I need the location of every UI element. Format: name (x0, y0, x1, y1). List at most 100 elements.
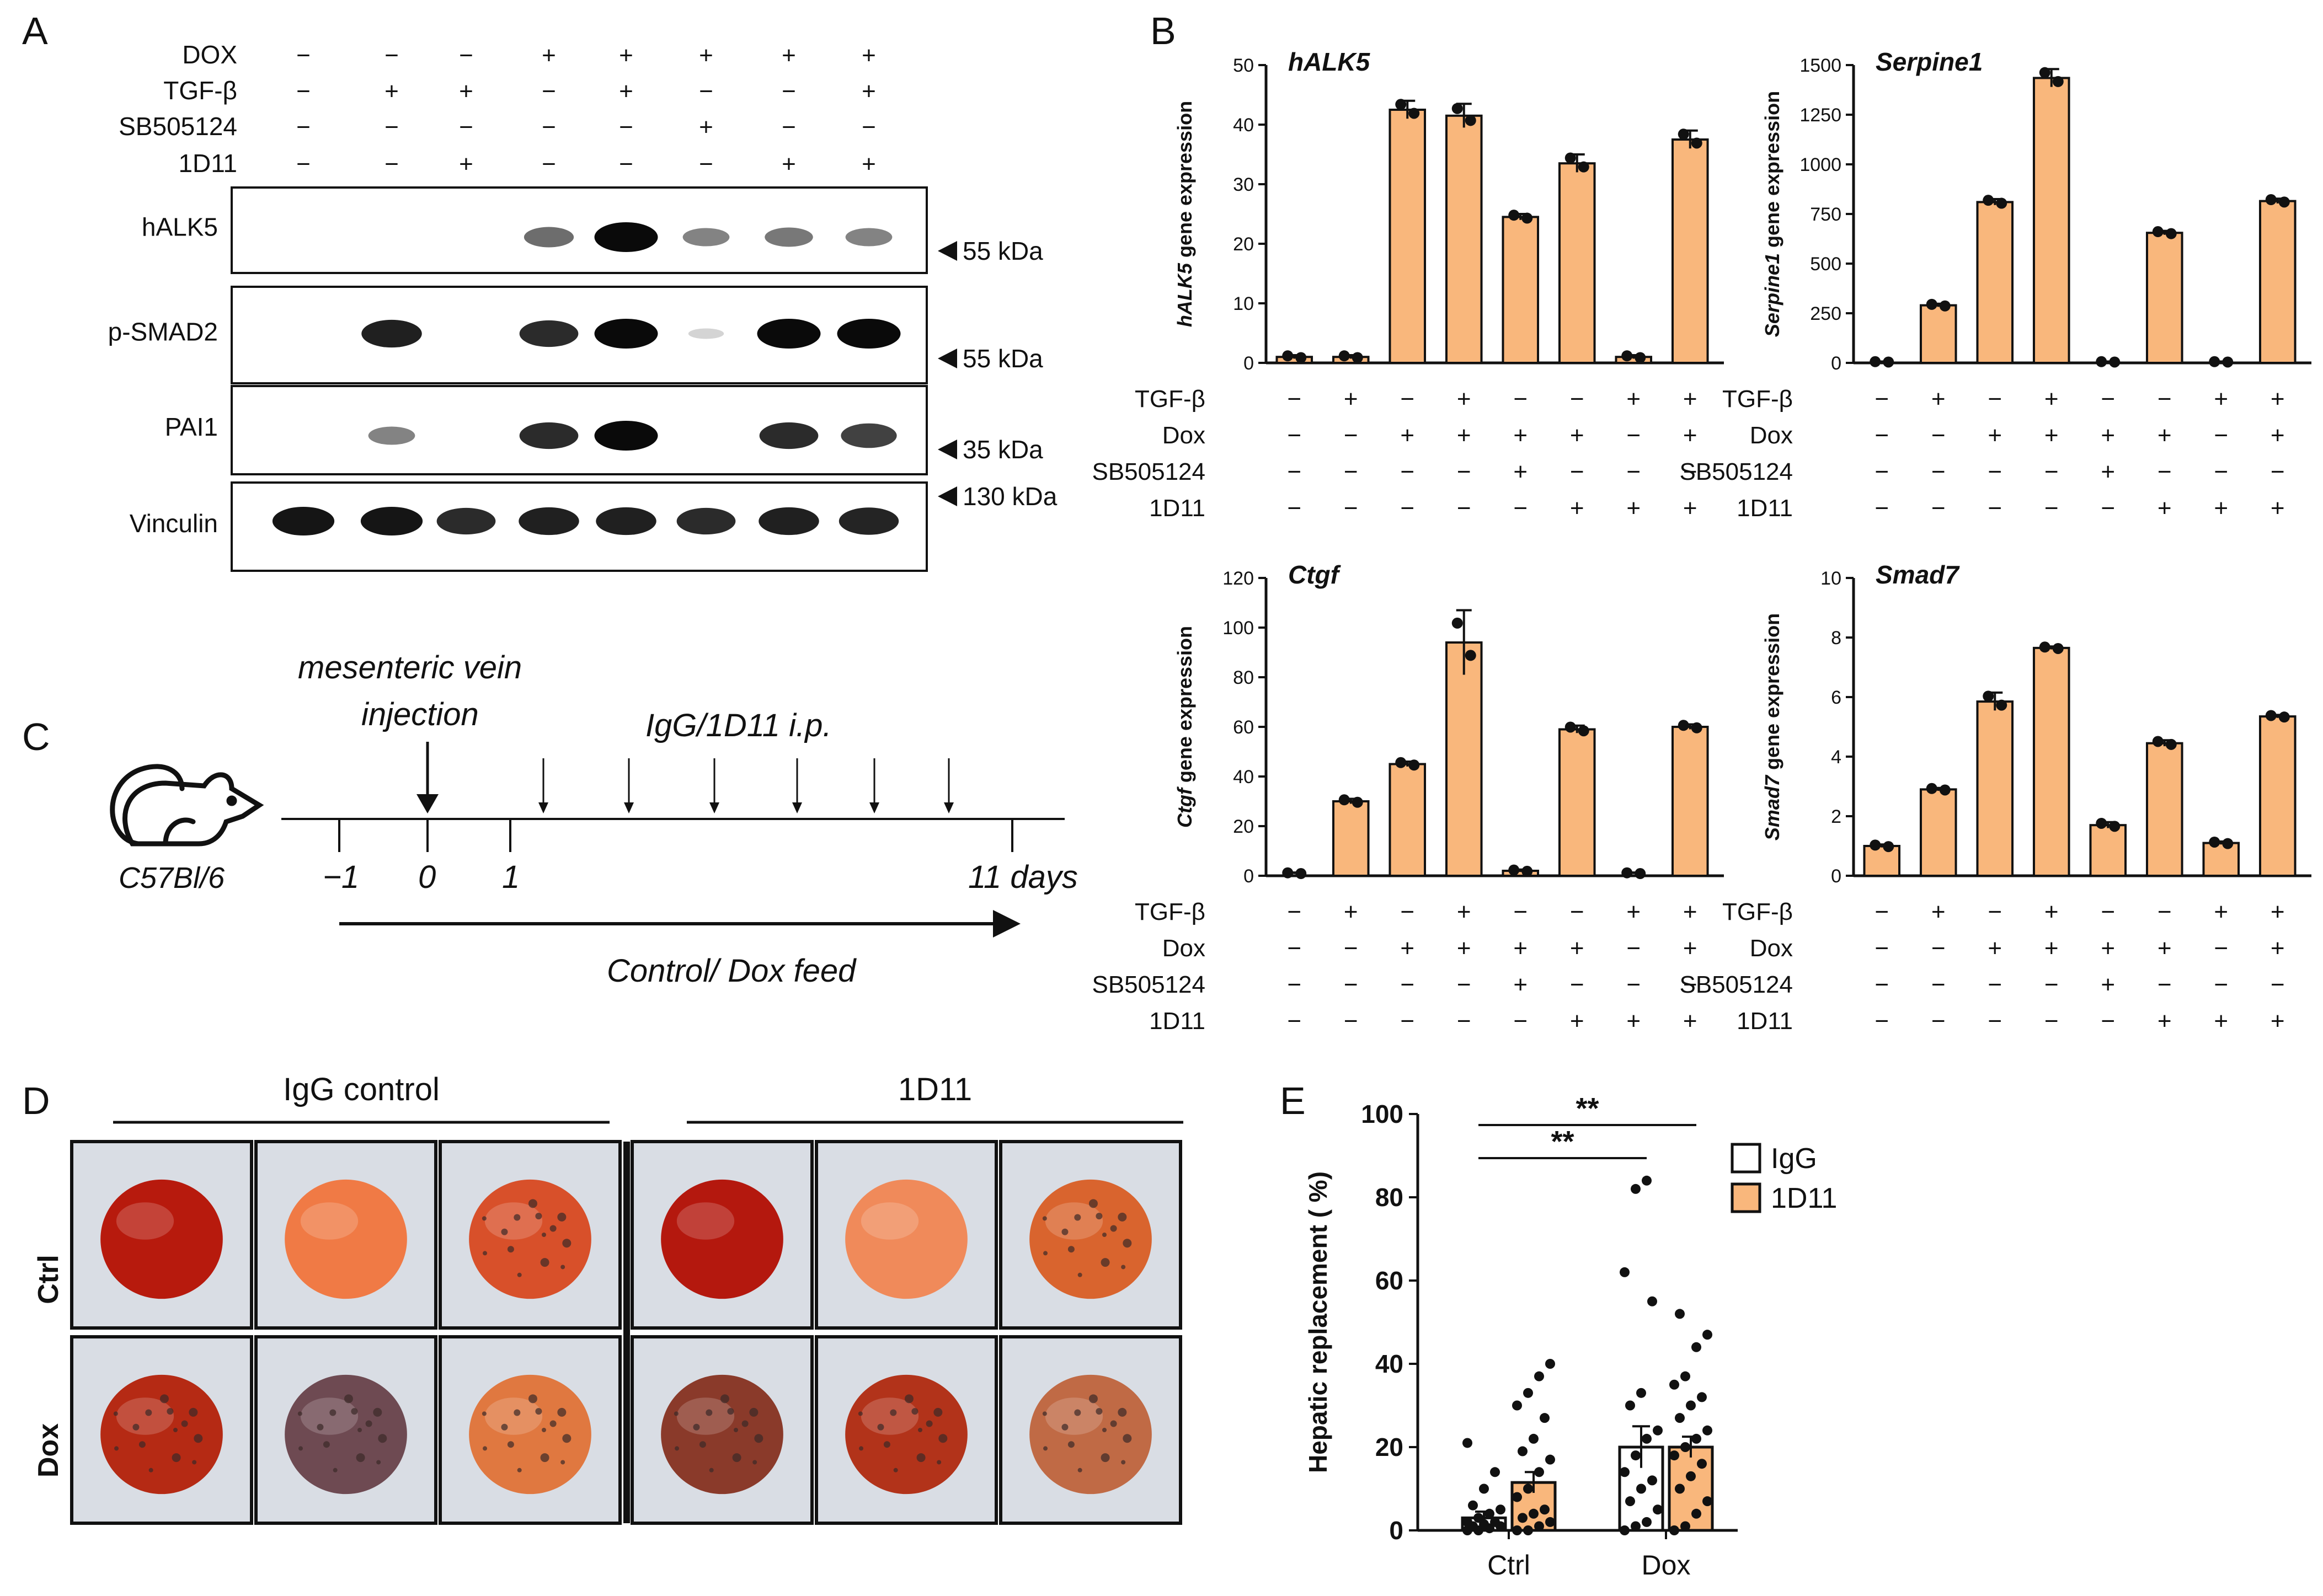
condition-label-sb505124: SB505124 (1092, 458, 1205, 485)
condition-symbol: + (459, 78, 473, 105)
condition-symbol: − (2158, 971, 2172, 998)
metastasis-spot (542, 1233, 546, 1237)
blot-band (759, 507, 819, 535)
liver-highlight (861, 1397, 919, 1435)
data-point (1564, 721, 1576, 733)
condition-symbol: + (2214, 1008, 2228, 1035)
condition-symbol: − (1457, 495, 1471, 522)
metastasis-spot (507, 1441, 514, 1448)
condition-symbol: − (1287, 385, 1301, 413)
data-point (1521, 865, 1533, 877)
y-tick-label: 1500 (1799, 55, 1841, 76)
metastasis-spot (916, 1453, 926, 1463)
data-point (2265, 194, 2277, 206)
data-point (1540, 1504, 1550, 1515)
condition-symbol: + (1513, 458, 1528, 485)
bar (2258, 715, 2297, 877)
metastasis-spot (693, 1423, 700, 1431)
data-point (1512, 1525, 1522, 1535)
condition-symbol: − (1400, 385, 1414, 413)
bar (1558, 162, 1596, 364)
liver-shape (469, 1374, 591, 1495)
data-point (1282, 867, 1294, 879)
data-point (2265, 710, 2277, 721)
metastasis-spot (727, 1408, 734, 1415)
condition-label-dox: Dox (1162, 935, 1205, 962)
blot-band (596, 507, 656, 535)
data-point (1702, 1330, 1712, 1340)
condition-symbol: − (2214, 422, 2228, 449)
metastasis-spot (329, 1409, 337, 1416)
liver-shape (100, 1179, 223, 1299)
metastasis-spot (859, 1446, 864, 1451)
data-point (1352, 352, 1363, 363)
metastasis-spot (356, 1453, 365, 1463)
data-point (2278, 196, 2290, 208)
data-point (1636, 1483, 1646, 1494)
condition-symbol: − (1400, 971, 1414, 998)
metastasis-spot (535, 1213, 542, 1220)
data-point (2039, 641, 2050, 653)
metastasis-spot (754, 1434, 763, 1443)
condition-symbol: − (542, 78, 556, 105)
data-point (1625, 1400, 1635, 1411)
data-point (1883, 841, 1894, 853)
bar (1919, 788, 1957, 877)
data-point (1678, 128, 1689, 140)
condition-label-sb505124: SB505124 (1679, 458, 1793, 485)
condition-symbol: − (296, 151, 311, 178)
condition-symbol: + (2271, 495, 2285, 522)
dose-arrows (538, 758, 954, 813)
blot-band (676, 507, 736, 535)
condition-symbol: − (542, 114, 556, 141)
metastasis-spot (1043, 1251, 1048, 1256)
y-tick-label: 80 (1375, 1183, 1403, 1212)
bar (2145, 232, 2183, 365)
dose-arrowhead (944, 802, 954, 813)
metastasis-spot (507, 1246, 514, 1253)
data-point (1870, 839, 1881, 851)
metastasis-spot (549, 1225, 557, 1232)
data-point (1508, 210, 1520, 221)
condition-label-1d11: 1D11 (1149, 495, 1205, 522)
condition-label-dox: Dox (1750, 935, 1793, 962)
condition-symbol: − (1457, 971, 1471, 998)
condition-symbol: + (862, 42, 876, 69)
metastasis-spot (181, 1420, 188, 1427)
condition-symbol: − (296, 78, 311, 105)
metastasis-spot (501, 1423, 508, 1431)
y-axis-label-rest: gene expression (1173, 101, 1196, 263)
bar (1558, 728, 1596, 877)
bar (2258, 200, 2297, 364)
data-point (2152, 736, 2164, 747)
condition-symbol: − (2101, 898, 2115, 925)
metastasis-spot (1042, 1411, 1047, 1416)
marker-label: 35 kDa (963, 435, 1043, 464)
y-tick-label: 30 (1233, 174, 1254, 195)
data-point (1408, 759, 1420, 771)
metastasis-spot (373, 1407, 382, 1417)
condition-symbol: − (782, 78, 796, 105)
condition-symbol: − (385, 42, 399, 69)
condition-symbol: + (2271, 935, 2285, 962)
metastasis-spot (138, 1441, 146, 1448)
y-tick-label: 20 (1233, 234, 1254, 255)
metastasis-spot (148, 1468, 153, 1472)
condition-label-1d11: 1D11 (178, 149, 237, 178)
condition-symbol: + (862, 151, 876, 178)
metastasis-spot (1074, 1214, 1081, 1221)
condition-symbol: − (1400, 898, 1414, 925)
y-tick-label: 2 (1831, 806, 1841, 827)
data-point (1578, 161, 1589, 173)
condition-label-1d11: 1D11 (1737, 1008, 1793, 1035)
liver-shape (1029, 1374, 1152, 1495)
data-point (2165, 228, 2177, 239)
condition-symbol: − (699, 151, 713, 178)
metastasis-spot (517, 1468, 522, 1472)
data-point (1647, 1296, 1657, 1306)
feed-label: Control/ Dox feed (607, 953, 857, 989)
condition-symbol: + (385, 78, 399, 105)
metastasis-spot (483, 1251, 488, 1256)
metastasis-spot (482, 1216, 487, 1221)
data-point (1697, 1459, 1707, 1469)
